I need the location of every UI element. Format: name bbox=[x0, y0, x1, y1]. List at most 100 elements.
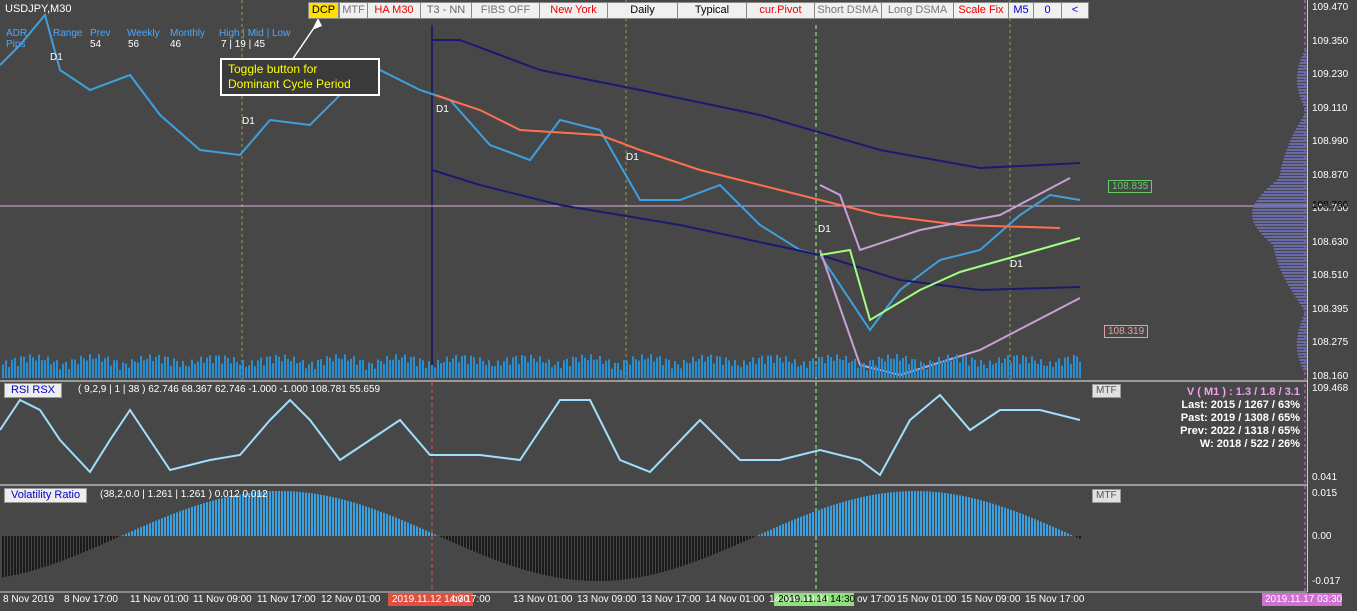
hist-bar bbox=[350, 501, 352, 536]
hist-bar bbox=[650, 536, 652, 575]
hist-bar bbox=[923, 491, 925, 536]
hist-bar bbox=[302, 492, 304, 536]
hist-bar bbox=[5, 360, 7, 378]
hist-bar bbox=[89, 354, 91, 378]
toolbar-button[interactable]: FIBS OFF bbox=[471, 2, 540, 19]
toolbar-button[interactable]: M5 bbox=[1008, 2, 1034, 19]
hist-bar bbox=[548, 536, 550, 576]
hist-bar bbox=[1254, 203, 1307, 205]
hist-bar bbox=[659, 356, 661, 378]
hist-bar bbox=[494, 536, 496, 560]
hist-bar bbox=[353, 356, 355, 378]
hist-bar bbox=[251, 360, 253, 378]
time-label: 11 Nov 17:00 bbox=[257, 594, 316, 605]
hist-bar bbox=[1298, 65, 1307, 67]
toolbar-button[interactable]: Scale Fix bbox=[953, 2, 1009, 19]
hist-bar bbox=[335, 497, 337, 536]
hist-bar bbox=[143, 525, 145, 536]
toolbar-button[interactable]: 0 bbox=[1033, 2, 1062, 19]
toolbar-button[interactable]: Typical bbox=[677, 2, 747, 19]
toolbar-button[interactable]: New York bbox=[539, 2, 608, 19]
hist-bar bbox=[1007, 355, 1009, 378]
hist-bar bbox=[542, 362, 544, 378]
hist-bar bbox=[1282, 164, 1307, 166]
hist-bar bbox=[842, 501, 844, 536]
hist-bar bbox=[83, 536, 85, 553]
toolbar-button[interactable]: < bbox=[1061, 2, 1089, 19]
hist-bar bbox=[947, 354, 949, 378]
hist-bar bbox=[788, 361, 790, 378]
mtf-button[interactable]: MTF bbox=[1092, 489, 1121, 503]
hist-bar bbox=[68, 369, 70, 378]
hist-bar bbox=[245, 493, 247, 536]
hist-bar bbox=[473, 357, 475, 378]
time-label: 13 Nov 09:00 bbox=[577, 594, 637, 605]
info-label: ADR bbox=[6, 28, 28, 39]
hist-bar bbox=[1076, 356, 1078, 378]
hist-bar bbox=[185, 509, 187, 536]
hist-bar bbox=[1296, 128, 1307, 130]
hist-bar bbox=[746, 365, 748, 378]
hist-bar bbox=[200, 356, 202, 378]
hist-bar bbox=[1301, 320, 1307, 322]
hist-bar bbox=[686, 536, 688, 565]
hist-bar bbox=[728, 360, 730, 378]
hist-bar bbox=[476, 364, 478, 378]
hist-bar bbox=[77, 364, 79, 378]
hist-bar bbox=[824, 363, 826, 378]
hist-bar bbox=[503, 536, 505, 564]
hist-bar bbox=[932, 362, 934, 378]
hist-bar bbox=[191, 506, 193, 536]
toolbar-button[interactable]: MTF bbox=[339, 2, 368, 19]
hist-bar bbox=[149, 523, 151, 536]
hist-bar bbox=[389, 515, 391, 536]
arrow-head bbox=[312, 18, 322, 30]
hist-bar bbox=[1252, 209, 1307, 211]
time-box bbox=[1262, 593, 1342, 606]
hist-bar bbox=[797, 366, 799, 378]
hist-bar bbox=[1253, 221, 1307, 223]
hist-bar bbox=[881, 493, 883, 536]
hist-bar bbox=[410, 357, 412, 378]
hist-bar bbox=[146, 524, 148, 536]
panel-params: ( 9,2,9 | 1 | 38 ) 62.746 68.367 62.746 … bbox=[78, 384, 381, 395]
hist-bar bbox=[812, 512, 814, 536]
hist-bar bbox=[569, 536, 571, 580]
hist-bar bbox=[560, 368, 562, 378]
hist-bar bbox=[350, 358, 352, 378]
hist-bar bbox=[1297, 350, 1307, 352]
hist-bar bbox=[1052, 366, 1054, 378]
toolbar-button[interactable]: T3 - NN bbox=[420, 2, 472, 19]
hist-bar bbox=[8, 367, 10, 378]
mtf-button[interactable]: MTF bbox=[1092, 384, 1121, 398]
toolbar-button[interactable]: Short DSMA bbox=[814, 2, 882, 19]
hist-bar bbox=[875, 494, 877, 536]
hist-bar bbox=[491, 536, 493, 559]
hist-bar bbox=[941, 360, 943, 378]
hist-bar bbox=[884, 492, 886, 536]
toolbar-button[interactable]: HA M30 bbox=[367, 2, 421, 19]
hist-bar bbox=[734, 360, 736, 378]
toolbar-button[interactable]: Daily bbox=[607, 2, 678, 19]
toolbar-button[interactable]: cur.Pivot bbox=[746, 2, 815, 19]
toolbar-button[interactable]: DCP bbox=[308, 2, 339, 19]
hist-bar bbox=[146, 358, 148, 378]
hist-bar bbox=[1061, 530, 1063, 536]
hist-bar bbox=[806, 367, 808, 378]
hist-bar bbox=[269, 491, 271, 536]
axis-label: 0.041 bbox=[1312, 472, 1338, 483]
hist-bar bbox=[1303, 314, 1307, 316]
hist-bar bbox=[956, 494, 958, 536]
hist-bar bbox=[770, 529, 772, 536]
hist-bar bbox=[230, 496, 232, 536]
hist-bar bbox=[209, 355, 211, 378]
time-label: 8 Nov 2019 bbox=[3, 594, 55, 605]
panel-title: RSI RSX bbox=[4, 383, 63, 398]
hist-bar bbox=[683, 360, 685, 378]
info-value: 54 bbox=[90, 39, 102, 50]
toolbar-button[interactable]: Long DSMA bbox=[881, 2, 954, 19]
hist-bar bbox=[545, 536, 547, 576]
time-label: 2019.11.12 14:30 bbox=[392, 594, 470, 605]
hist-bar bbox=[422, 529, 424, 536]
hist-bar bbox=[701, 354, 703, 378]
